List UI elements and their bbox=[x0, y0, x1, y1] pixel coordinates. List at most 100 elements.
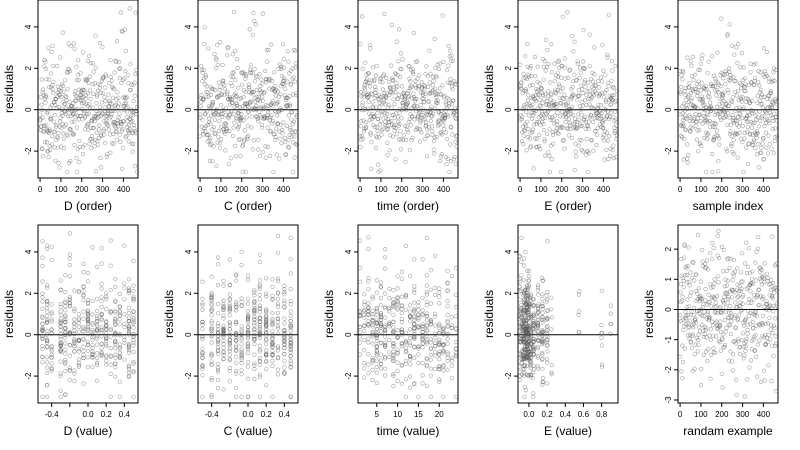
data-point bbox=[288, 328, 293, 333]
data-point bbox=[708, 376, 713, 381]
data-point bbox=[263, 115, 268, 120]
data-point bbox=[274, 126, 279, 131]
data-point bbox=[288, 343, 293, 348]
data-point bbox=[231, 70, 236, 75]
data-point bbox=[702, 107, 708, 113]
data-point bbox=[760, 105, 765, 110]
data-point bbox=[227, 292, 232, 297]
data-point bbox=[691, 325, 696, 330]
data-point bbox=[58, 301, 63, 307]
data-point bbox=[86, 127, 91, 132]
data-point bbox=[572, 168, 577, 173]
data-point bbox=[766, 332, 771, 338]
data-point bbox=[556, 58, 561, 63]
data-point bbox=[113, 299, 118, 305]
data-point bbox=[682, 88, 687, 94]
x-axis-label: E (order) bbox=[544, 199, 591, 213]
data-point bbox=[372, 77, 377, 82]
data-point bbox=[386, 102, 391, 107]
data-point bbox=[275, 324, 281, 329]
data-point bbox=[268, 129, 274, 134]
data-point bbox=[760, 321, 765, 326]
data-point bbox=[716, 280, 721, 285]
data-point bbox=[275, 348, 281, 353]
data-point bbox=[732, 290, 737, 295]
data-point bbox=[221, 279, 226, 284]
data-point bbox=[543, 102, 549, 107]
data-point bbox=[700, 259, 705, 264]
data-point bbox=[131, 394, 136, 399]
data-point bbox=[528, 302, 533, 307]
data-point bbox=[757, 338, 762, 343]
y-tick-label: 2 bbox=[504, 66, 513, 71]
x-axis-label: sample index bbox=[693, 199, 764, 213]
data-point bbox=[67, 69, 72, 74]
data-point bbox=[270, 334, 275, 339]
data-point bbox=[42, 64, 47, 69]
data-point bbox=[528, 63, 534, 69]
data-point bbox=[689, 63, 694, 68]
data-point bbox=[535, 307, 541, 312]
data-point bbox=[282, 135, 287, 140]
data-point bbox=[740, 331, 746, 336]
data-point bbox=[580, 90, 585, 96]
data-point bbox=[85, 300, 91, 306]
data-point bbox=[370, 334, 375, 339]
data-point bbox=[721, 247, 726, 253]
data-point bbox=[40, 107, 45, 112]
data-point bbox=[76, 349, 81, 354]
data-point bbox=[678, 318, 684, 324]
data-point bbox=[390, 77, 395, 82]
data-point bbox=[450, 58, 456, 63]
data-point bbox=[370, 314, 375, 319]
data-point bbox=[437, 290, 442, 295]
data-point bbox=[115, 137, 120, 142]
data-point bbox=[520, 90, 525, 96]
data-point bbox=[546, 89, 551, 94]
data-point bbox=[524, 283, 530, 288]
data-point bbox=[104, 296, 109, 302]
data-point bbox=[293, 61, 298, 66]
data-point bbox=[678, 122, 684, 128]
data-point bbox=[695, 291, 700, 296]
data-point bbox=[40, 279, 45, 284]
data-point bbox=[716, 169, 721, 174]
data-point bbox=[743, 88, 748, 94]
data-point bbox=[577, 75, 582, 81]
data-point bbox=[134, 130, 139, 135]
data-point bbox=[734, 93, 739, 98]
data-point bbox=[441, 363, 446, 368]
data-point bbox=[44, 285, 50, 290]
data-point bbox=[403, 159, 408, 164]
data-point bbox=[243, 169, 248, 174]
data-point bbox=[387, 286, 392, 292]
data-point bbox=[200, 322, 205, 327]
data-point bbox=[739, 279, 744, 284]
data-point bbox=[580, 103, 585, 108]
data-point bbox=[252, 352, 257, 357]
data-point bbox=[258, 83, 263, 88]
data-point bbox=[418, 120, 423, 125]
data-point bbox=[533, 98, 539, 104]
data-point bbox=[67, 368, 72, 373]
data-point bbox=[446, 63, 451, 68]
data-point bbox=[695, 128, 700, 133]
data-point bbox=[578, 83, 584, 88]
data-point bbox=[131, 141, 136, 146]
data-point bbox=[740, 140, 745, 145]
data-point bbox=[96, 81, 101, 86]
data-point bbox=[391, 297, 396, 302]
data-point bbox=[374, 335, 379, 341]
data-point bbox=[711, 284, 716, 290]
data-point bbox=[86, 53, 92, 59]
data-point bbox=[549, 69, 555, 75]
data-point bbox=[728, 304, 733, 309]
data-point bbox=[253, 106, 258, 111]
data-point bbox=[275, 276, 281, 281]
data-point bbox=[689, 275, 694, 280]
data-point bbox=[131, 340, 136, 345]
data-point bbox=[690, 118, 695, 123]
data-point bbox=[364, 125, 369, 130]
data-point bbox=[128, 87, 133, 92]
data-point bbox=[756, 124, 762, 129]
